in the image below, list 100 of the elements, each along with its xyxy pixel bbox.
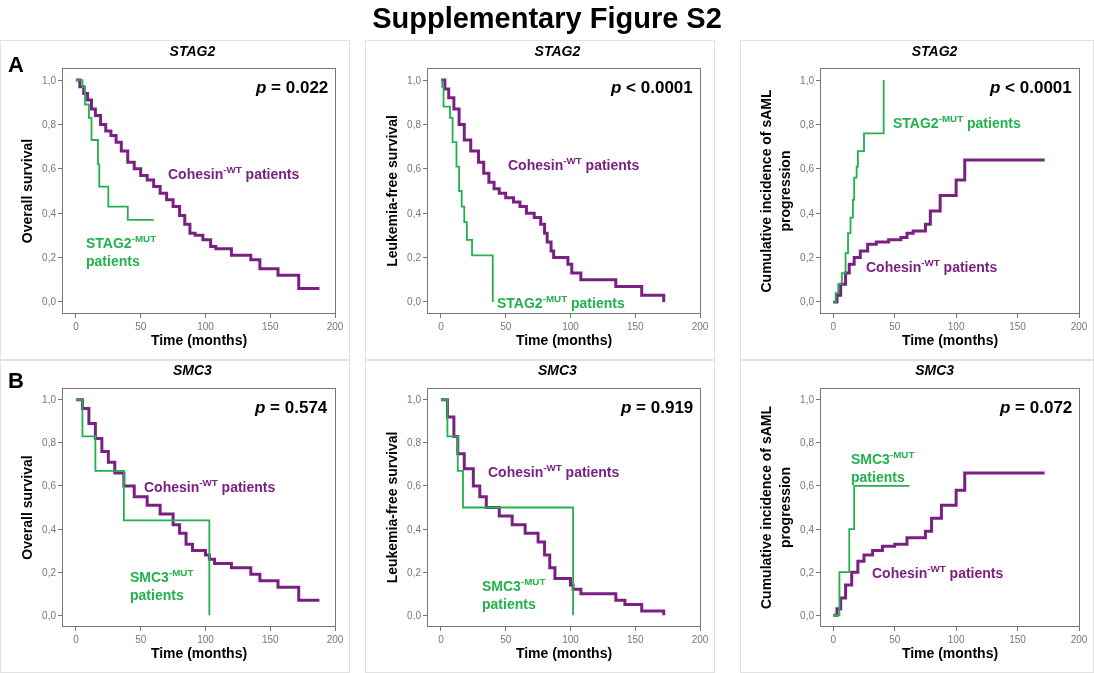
x-tick-label: 0 [438,634,445,645]
y-axis-title: Leukemia-free survival [383,431,400,584]
y-tick-label: 0,6 [42,480,57,492]
annotation: p = 0.574 [254,398,328,417]
y-tick-label: 0,2 [407,252,422,264]
x-axis-title: Time (months) [901,645,999,662]
x-tick-label: 100 [562,634,580,645]
x-axis-title: Time (months) [515,332,613,349]
x-tick-label: 100 [947,321,965,332]
y-tick-label: 0,2 [800,252,815,264]
annotation: p = 0.022 [255,78,329,97]
annotation: p < 0.0001 [989,78,1072,97]
y-tick-label: 0,8 [800,118,815,130]
series-label: Cohesin$^{-WT}$ patients [866,257,998,275]
y-tick-label: 1,0 [42,74,57,86]
x-tick-label: 200 [691,634,709,645]
text: Supplementary Figure S2 [371,2,723,35]
y-tick-label: 0,4 [42,523,57,535]
y-tick-label: 0,2 [42,252,57,264]
x-tick-label: 150 [1009,634,1027,645]
y-tick-label: 0,6 [407,163,422,175]
chart-title: SMC3 [537,362,578,379]
x-tick-label: 100 [562,321,580,332]
x-tick-label: 50 [135,321,147,332]
x-tick-label: 200 [326,321,344,332]
chart-title: STAG2 [534,42,581,59]
y-axis-title: Cumulative incidence of sAML progression [758,89,793,293]
x-axis-title: Time (months) [901,332,999,349]
series-label: SMC3$^{-MUT}$ patients [482,576,546,613]
series-label: Cohesin$^{-WT}$ patients [508,155,640,173]
chart-title: SMC3 [915,362,955,379]
y-tick-label: 0,4 [800,207,815,219]
x-tick-label: 50 [135,634,147,645]
y-tick-label: 0,0 [800,296,815,308]
chart-title: SMC3 [172,362,213,379]
y-axis-title: Overall survival [18,455,35,560]
y-axis-title: Leukemia-free survival [383,115,400,267]
x-tick-label: 200 [1070,634,1088,645]
y-tick-label: 0,4 [407,207,422,219]
series-label: SMC3$^{-MUT}$ patients [130,567,194,604]
y-tick-label: 0,0 [800,609,815,621]
x-tick-label: 0 [438,321,445,332]
series-label: STAG2$^{-MUT}$ patients [497,293,625,311]
y-tick-label: 0,6 [42,163,57,175]
y-tick-label: 0,8 [42,118,57,130]
x-tick-label: 200 [691,321,709,332]
y-tick-label: 0,6 [407,480,422,492]
series-label: STAG2$^{-MUT}$ patients [893,113,1021,131]
y-tick-label: 0,2 [800,566,815,578]
x-tick-label: 150 [261,321,280,332]
y-tick-label: 1,0 [407,74,422,86]
series-label: Cohesin$^{-WT}$ patients [872,563,1004,581]
y-tick-label: 1,0 [42,394,57,406]
annotation: p < 0.0001 [610,78,693,97]
y-tick-label: 1,0 [800,74,815,86]
y-tick-label: 0,8 [800,437,815,449]
y-tick-label: 0,4 [800,523,815,535]
y-tick-label: 0,0 [407,609,422,621]
x-tick-label: 0 [830,634,837,645]
x-tick-label: 150 [1009,321,1027,332]
x-tick-label: 50 [889,321,901,332]
y-tick-label: 0,0 [407,296,422,308]
x-tick-label: 100 [197,321,215,332]
y-tick-label: 0,6 [800,480,815,492]
y-tick-label: 0,8 [407,437,422,449]
annotation: p = 0.072 [999,398,1073,417]
annotation: p = 0.919 [620,398,694,417]
y-tick-label: 0,2 [42,566,57,578]
text: B [8,368,24,394]
x-axis-title: Time (months) [150,332,248,349]
x-axis-title: Time (months) [150,645,248,662]
x-tick-label: 150 [261,634,280,645]
x-tick-label: 50 [500,634,512,645]
y-tick-label: 0,4 [407,523,422,535]
x-tick-label: 0 [830,321,837,332]
y-tick-label: 1,0 [407,394,422,406]
y-tick-label: 0,0 [42,296,57,308]
x-tick-label: 150 [626,634,645,645]
y-tick-label: 0,4 [42,207,57,219]
series-label: Cohesin$^{-WT}$ patients [488,462,620,480]
x-axis-title: Time (months) [515,645,613,662]
y-tick-label: 0,0 [42,609,57,621]
x-tick-label: 200 [326,634,344,645]
x-tick-label: 100 [197,634,215,645]
y-tick-label: 0,8 [407,118,422,130]
x-tick-label: 50 [889,634,901,645]
x-tick-label: 0 [73,634,80,645]
y-tick-label: 0,8 [42,437,57,449]
series-label: STAG2$^{-MUT}$ patients [86,233,157,270]
y-tick-label: 1,0 [800,394,815,406]
y-axis-title: Overall survival [18,138,35,244]
y-tick-label: 0,6 [800,163,815,175]
chart-title: STAG2 [911,42,958,59]
x-tick-label: 50 [500,321,512,332]
y-tick-label: 0,2 [407,566,422,578]
x-tick-label: 100 [947,634,965,645]
series-label: SMC3$^{-MUT}$ patients [851,449,915,486]
y-axis-title: Cumulative incidence of sAML progression [758,405,793,610]
x-tick-label: 150 [626,321,645,332]
chart-title: STAG2 [169,42,216,59]
